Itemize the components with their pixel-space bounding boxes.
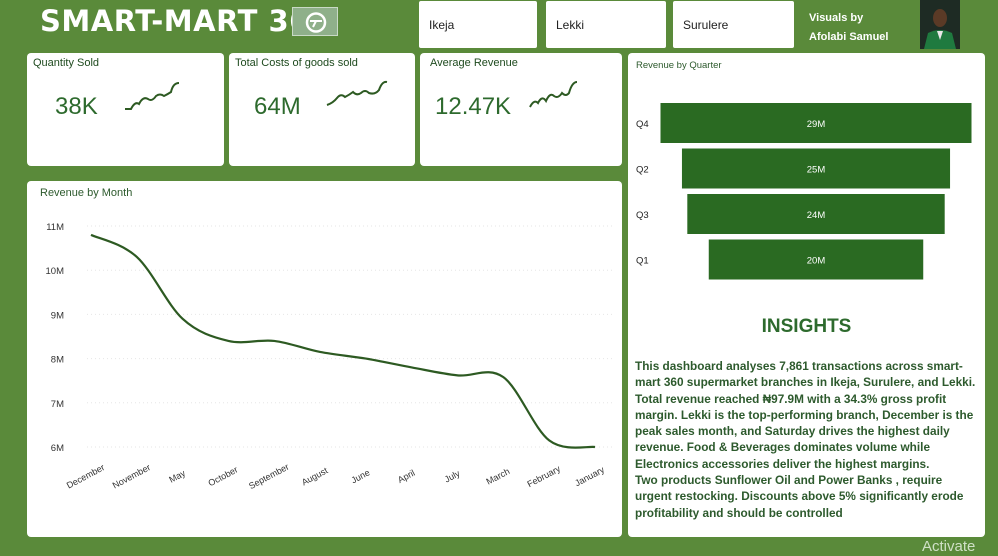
- logo-icon: [292, 7, 338, 36]
- chart-title: Revenue by Quarter: [636, 60, 722, 71]
- credit: Visuals by Afolabi Samuel: [809, 9, 888, 47]
- category-label: Q3: [636, 210, 649, 221]
- data-point-june[interactable]: [364, 357, 368, 361]
- y-tick-label: 6M: [51, 443, 64, 454]
- data-label: 29M: [807, 119, 826, 130]
- chart-title: Revenue by Month: [40, 187, 133, 199]
- data-point-may[interactable]: [181, 317, 185, 321]
- kpi-card-average-revenue: Average Revenue 12.47K: [420, 53, 622, 166]
- x-tick-label: July: [443, 468, 462, 485]
- revenue-by-month-panel: Revenue by Month 6M 7M 8M 9M 10M 11M December N…: [27, 181, 622, 537]
- x-tick-label: February: [526, 463, 563, 489]
- x-tick-label: December: [65, 462, 106, 490]
- funnel-chart[interactable]: Q4 29M Q2 25M Q3 24M Q1 20M: [628, 53, 985, 293]
- series-line[interactable]: [90, 233, 596, 449]
- credit-line-1: Visuals by: [809, 12, 864, 24]
- x-tick-label: April: [396, 468, 417, 485]
- avatar: [920, 0, 960, 49]
- activate-watermark: Activate: [922, 538, 976, 555]
- kpi-value: 64M: [254, 93, 301, 120]
- data-label: 20M: [807, 256, 826, 267]
- sparkline-icon: [529, 81, 578, 108]
- x-tick-label: June: [350, 467, 372, 485]
- data-point-august[interactable]: [318, 350, 322, 354]
- kpi-label: Quantity Sold: [33, 57, 100, 69]
- x-tick-label: May: [167, 468, 187, 485]
- x-tick-label: October: [207, 464, 240, 488]
- x-tick-label: September: [247, 462, 291, 492]
- data-point-july[interactable]: [456, 373, 460, 377]
- y-tick-label: 11M: [46, 222, 64, 233]
- data-point-april[interactable]: [410, 365, 414, 369]
- bar-q3[interactable]: [687, 194, 945, 234]
- bar-q1[interactable]: [708, 239, 924, 280]
- slicer-lekki[interactable]: Lekki: [546, 1, 666, 48]
- data-point-november[interactable]: [135, 255, 139, 259]
- category-label: Q2: [636, 165, 649, 176]
- insights-text: This dashboard analyses 7,861 transactio…: [635, 359, 976, 520]
- dashboard-title: SMART-MART 360: [40, 4, 331, 38]
- data-point-september[interactable]: [272, 339, 276, 343]
- data-point-march[interactable]: [501, 375, 505, 379]
- revenue-by-quarter-panel: Revenue by Quarter Q4 29M Q2 25M Q3 24M Q1 20M …: [628, 53, 985, 537]
- y-tick-label: 8M: [51, 355, 64, 366]
- data-point-january[interactable]: [593, 445, 597, 449]
- data-point-october[interactable]: [226, 339, 230, 343]
- x-tick-label: January: [573, 464, 606, 488]
- slicer-ikeja[interactable]: Ikeja: [419, 1, 537, 48]
- data-point-february[interactable]: [547, 438, 551, 442]
- y-tick-label: 7M: [51, 399, 64, 410]
- kpi-label: Total Costs of goods sold: [235, 57, 358, 69]
- data-point-december[interactable]: [89, 233, 93, 237]
- data-label: 25M: [807, 165, 826, 176]
- kpi-card-quantity-sold: Quantity Sold 38K: [27, 53, 224, 166]
- x-tick-label: March: [485, 466, 512, 487]
- y-tick-label: 10M: [46, 266, 65, 277]
- kpi-value: 12.47K: [435, 93, 512, 120]
- slicer-surulere[interactable]: Surulere: [673, 1, 794, 48]
- bar-q2[interactable]: [681, 148, 951, 189]
- kpi-card-cogs: Total Costs of goods sold 64M: [229, 53, 415, 166]
- sparkline-icon: [326, 80, 388, 106]
- x-tick-label: November: [111, 462, 152, 490]
- line-chart[interactable]: 6M 7M 8M 9M 10M 11M December November May October…: [27, 181, 622, 537]
- category-label: Q1: [636, 256, 649, 267]
- y-tick-label: 9M: [51, 310, 64, 321]
- kpi-label: Average Revenue: [430, 57, 518, 69]
- bar-q4[interactable]: [660, 103, 972, 143]
- category-label: Q4: [636, 119, 649, 130]
- data-label: 24M: [807, 210, 826, 221]
- kpi-value: 38K: [55, 93, 98, 120]
- credit-author: Afolabi Samuel: [809, 31, 889, 43]
- insights-title: INSIGHTS: [761, 316, 852, 337]
- sparkline-icon: [125, 82, 180, 110]
- x-tick-label: August: [300, 465, 330, 487]
